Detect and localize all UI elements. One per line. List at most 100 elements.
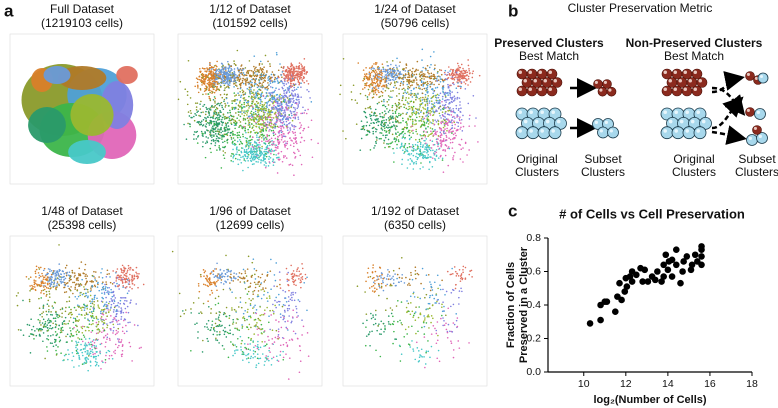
tsne-point [383, 129, 386, 132]
tsne-point [424, 151, 426, 153]
tsne-point [233, 142, 236, 145]
tsne-point [404, 73, 407, 75]
tsne-point [238, 153, 241, 156]
tsne-point [272, 161, 275, 164]
tsne-point [439, 69, 441, 71]
tsne-point [261, 126, 263, 129]
tsne-point [218, 131, 220, 133]
tsne-point [258, 147, 261, 149]
tsne-point [207, 76, 209, 78]
tsne-point [115, 280, 117, 282]
tsne-point [375, 142, 377, 145]
tsne-point [242, 133, 244, 136]
tsne-point [440, 144, 442, 146]
tsne-point [281, 160, 284, 163]
tsne-point [291, 103, 293, 106]
tsne-point [265, 152, 267, 155]
tsne-point [124, 297, 127, 299]
tsne-point [186, 94, 189, 96]
tsne-point [42, 286, 45, 288]
tsne-point [260, 86, 262, 88]
tsne-point [386, 108, 388, 110]
tsne-point [96, 300, 99, 302]
tsne-point [268, 110, 271, 113]
tsne-point [236, 140, 239, 143]
tsne-point [251, 81, 253, 84]
tsne-point [77, 352, 80, 355]
tsne-point [80, 284, 83, 286]
tsne-point [285, 142, 287, 144]
tsne-point [52, 322, 54, 325]
tsne-point [426, 92, 429, 94]
tsne-point [244, 136, 247, 139]
tsne-point [408, 154, 411, 156]
tsne-point [217, 112, 220, 114]
tsne-point [76, 315, 78, 318]
tsne-point [88, 337, 91, 340]
tsne-point [422, 124, 424, 126]
tsne-point [31, 288, 34, 290]
tsne-point [225, 86, 228, 88]
tsne-point [214, 117, 217, 120]
tsne-point [268, 138, 271, 141]
tsne-point [256, 68, 259, 71]
tsne-point [239, 90, 241, 93]
tsne-point [281, 86, 284, 89]
tsne-point [363, 128, 366, 131]
tsne-point [449, 74, 451, 77]
tsne-point [221, 116, 224, 119]
tsne-point [223, 133, 226, 136]
tsne-point [247, 144, 250, 147]
tsne-point [477, 141, 479, 143]
tsne-point [118, 306, 120, 308]
tsne-point [429, 112, 431, 114]
tsne-point [296, 78, 299, 81]
tsne-point [227, 116, 229, 119]
tsne-point [281, 94, 283, 97]
tsne-point [424, 103, 427, 106]
tsne-point [430, 83, 432, 85]
tsne-point [218, 137, 221, 139]
tsne-point [420, 154, 423, 156]
tsne-point [289, 129, 292, 131]
tsne-point [287, 75, 290, 77]
tsne-point [269, 63, 271, 65]
tsne-point [374, 75, 377, 78]
tsne-point [86, 288, 89, 291]
tsne-point [226, 72, 228, 74]
tsne-point [232, 119, 235, 121]
tsne-point [433, 102, 436, 104]
tsne-point [415, 73, 418, 76]
tsne-point [103, 293, 106, 295]
tsne-point [216, 73, 218, 75]
tsne-point [299, 132, 302, 134]
tsne-point [297, 67, 299, 70]
tsne-point [238, 94, 240, 96]
tsne-point [196, 130, 199, 133]
tsne-point [190, 116, 192, 119]
tsne-point [253, 96, 255, 99]
tsne-point [226, 142, 229, 144]
tsne-point [262, 105, 265, 107]
tsne-point [126, 305, 129, 308]
tsne-point [196, 142, 199, 144]
tsne-point [89, 302, 92, 305]
tsne-point [269, 78, 271, 80]
tsne-point [194, 112, 196, 115]
tsne-point [249, 80, 252, 82]
tsne-point [288, 122, 290, 125]
tsne-point [444, 73, 446, 76]
tsne-point [383, 100, 385, 103]
tsne-point [239, 82, 242, 85]
tsne-point [213, 69, 216, 71]
tsne-point [421, 137, 424, 140]
tsne-point [195, 77, 198, 79]
plot-subtitle: (25398 cells) [48, 218, 117, 232]
tsne-point [286, 140, 289, 143]
tsne-point [48, 290, 50, 293]
tsne-point [282, 67, 285, 70]
tsne-point [427, 95, 430, 97]
tsne-point [102, 327, 104, 329]
tsne-point [239, 106, 241, 108]
tsne-point [452, 100, 455, 102]
